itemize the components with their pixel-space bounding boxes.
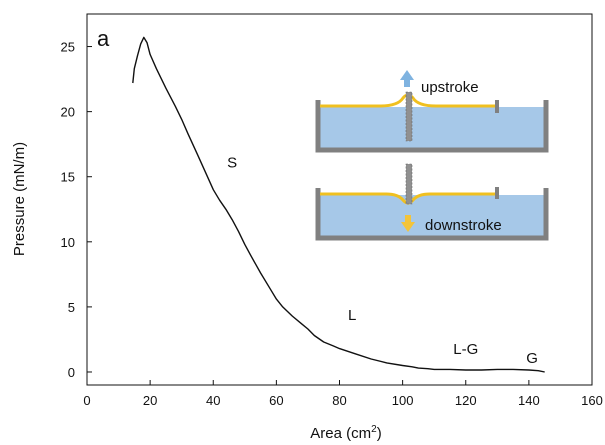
upstroke-trough: upstroke xyxy=(315,70,549,153)
downstroke-water xyxy=(318,195,546,238)
x-axis-label: Area (cm2) xyxy=(310,424,381,442)
x-tick-label: 140 xyxy=(518,393,540,408)
upstroke-substrate-plate xyxy=(405,91,413,142)
x-tick-label: 60 xyxy=(269,393,283,408)
downstroke-label: downstroke xyxy=(425,217,502,234)
y-tick-label: 0 xyxy=(68,365,75,380)
down-arrow-shaft xyxy=(405,215,411,224)
y-axis-ticks: 0 5 10 15 20 25 xyxy=(61,40,92,380)
up-arrow-shaft xyxy=(404,79,410,87)
y-tick-label: 15 xyxy=(61,170,75,185)
downstroke-trough-walls xyxy=(315,188,549,241)
up-arrow-icon xyxy=(400,70,414,87)
x-tick-label: 160 xyxy=(581,393,603,408)
phase-label: S xyxy=(227,155,237,172)
y-tick-label: 5 xyxy=(68,300,75,315)
phase-label: G xyxy=(526,350,538,367)
y-tick-label: 20 xyxy=(61,105,75,120)
pressure-area-isotherm-line xyxy=(132,36,545,373)
panel-label: a xyxy=(97,26,110,51)
x-tick-label: 120 xyxy=(455,393,477,408)
x-axis-label-superscript: 2 xyxy=(371,424,377,435)
upstroke-label: upstroke xyxy=(421,79,479,96)
y-tick-label: 25 xyxy=(61,40,75,55)
upstroke-barrier xyxy=(495,100,499,113)
x-tick-label: 20 xyxy=(143,393,157,408)
upstroke-trough-walls xyxy=(315,100,549,153)
up-arrow-head xyxy=(400,70,414,80)
x-tick-label: 80 xyxy=(332,393,346,408)
y-tick-label: 10 xyxy=(61,235,75,250)
x-axis-label-suffix: ) xyxy=(377,425,382,442)
phase-annotations: S L L-G G xyxy=(227,155,538,367)
phase-label: L-G xyxy=(453,341,478,358)
down-arrow-icon xyxy=(401,215,415,232)
x-axis-ticks: 0 20 40 60 80 100 120 140 160 xyxy=(83,380,603,408)
y-axis-label: Pressure (mN/m) xyxy=(11,142,28,256)
x-tick-label: 100 xyxy=(392,393,414,408)
upstroke-water xyxy=(318,107,546,150)
x-axis-label-main: Area (cm xyxy=(310,425,371,442)
downstroke-trough: downstroke xyxy=(315,163,549,241)
phase-label: L xyxy=(348,307,356,324)
downstroke-substrate-plate xyxy=(405,163,413,205)
x-tick-label: 0 xyxy=(83,393,90,408)
down-arrow-head xyxy=(401,222,415,232)
x-tick-label: 40 xyxy=(206,393,220,408)
langmuir-trough-inset: upstroke downstroke xyxy=(315,70,549,241)
downstroke-barrier xyxy=(495,187,499,199)
